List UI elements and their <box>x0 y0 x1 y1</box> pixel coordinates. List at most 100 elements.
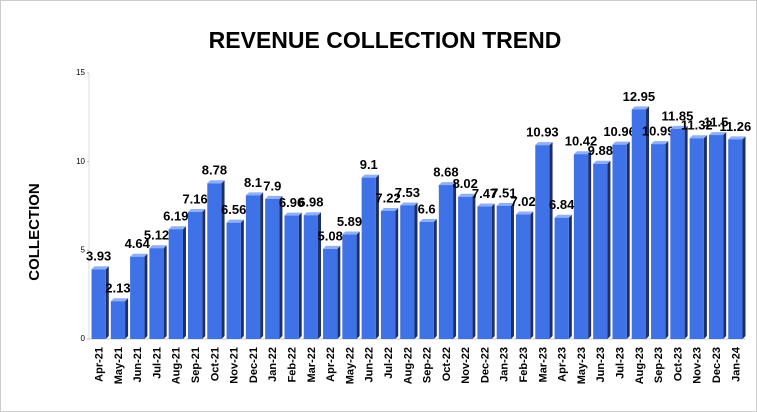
bar-side <box>588 151 592 339</box>
bar <box>361 177 376 339</box>
bar <box>419 221 434 339</box>
bar-side <box>414 202 418 339</box>
x-tick-label: Jun-21 <box>132 347 144 382</box>
value-label: 9.1 <box>360 157 378 172</box>
bar-side <box>453 182 457 339</box>
bar-top <box>342 231 360 235</box>
x-tick-label: Apr-21 <box>94 347 106 382</box>
bar-top <box>323 245 341 249</box>
bar-side <box>144 253 148 339</box>
bar-top <box>419 218 437 222</box>
bar-side <box>646 106 650 339</box>
bar-top <box>149 245 167 249</box>
bar-side <box>433 218 437 339</box>
value-label: 9.88 <box>588 143 613 158</box>
bar-top <box>226 219 244 223</box>
bar-top <box>573 151 592 155</box>
value-label: 10.42 <box>565 134 598 149</box>
x-tick-label: Nov-23 <box>692 347 704 384</box>
y-tick-label: 5 <box>81 245 86 254</box>
bar-side <box>105 266 109 339</box>
x-tick-label: Oct-21 <box>209 347 221 381</box>
bar <box>91 269 106 339</box>
bar-top <box>110 298 129 302</box>
bar-top <box>284 212 302 216</box>
bar-top <box>593 160 611 164</box>
x-tick-label: Oct-22 <box>441 347 453 381</box>
value-label: 10.93 <box>526 125 559 140</box>
value-label: 7.22 <box>375 190 400 205</box>
bar-side <box>665 141 669 339</box>
bar-top <box>651 141 669 145</box>
bar-top <box>187 209 206 213</box>
value-label: 8.68 <box>433 165 458 180</box>
bar <box>110 301 126 339</box>
value-label: 8.78 <box>202 163 227 178</box>
bar <box>612 144 627 339</box>
bar-side <box>472 193 476 339</box>
x-tick-label: Jun-22 <box>364 347 376 382</box>
value-label: 10.99 <box>642 124 675 139</box>
bar <box>207 183 222 339</box>
x-tick-label: Mar-22 <box>306 347 318 382</box>
bar-side <box>182 226 186 339</box>
value-label: 11.85 <box>662 108 694 123</box>
bar-top <box>631 106 650 110</box>
bar-side <box>260 192 264 339</box>
x-tick-label: Jan-22 <box>267 347 279 382</box>
bar-top <box>554 214 572 218</box>
bar <box>554 217 569 339</box>
value-label: 7.53 <box>395 185 420 200</box>
bar-side <box>298 212 302 339</box>
x-tick-label: Sep-22 <box>422 347 434 383</box>
bar-top <box>168 226 186 230</box>
value-label: 8.02 <box>453 176 478 191</box>
value-label: 11.26 <box>719 119 751 134</box>
value-label: 6.6 <box>418 201 436 216</box>
x-tick-label: Sep-21 <box>190 347 202 383</box>
bar <box>670 128 685 339</box>
value-label: 7.51 <box>491 185 516 200</box>
value-label: 5.12 <box>144 228 169 243</box>
x-tick-label: Dec-23 <box>711 347 723 383</box>
bar <box>535 145 550 339</box>
x-tick-label: Dec-22 <box>479 347 491 383</box>
bar-side <box>202 209 206 339</box>
bar <box>515 214 531 339</box>
x-tick-label: Dec-21 <box>248 347 260 383</box>
bar-top <box>265 195 283 199</box>
bar-top <box>728 136 746 140</box>
bar-top <box>689 135 707 139</box>
bar <box>265 198 280 339</box>
value-label: 7.16 <box>182 191 207 206</box>
x-tick-label: Feb-22 <box>286 347 298 382</box>
bar <box>651 144 666 339</box>
value-label: 4.64 <box>125 236 151 251</box>
x-tick-label: May-22 <box>344 347 356 384</box>
x-tick-label: Jan-24 <box>730 346 742 382</box>
x-tick-label: May-21 <box>113 347 125 384</box>
bar <box>226 222 241 339</box>
bar <box>245 195 261 339</box>
bar-side <box>318 212 322 339</box>
bar-side <box>510 202 514 339</box>
bar <box>477 206 492 339</box>
bar-top <box>670 125 688 129</box>
x-tick-label: Nov-22 <box>460 347 472 384</box>
bar-top <box>477 203 495 207</box>
x-tick-label: Jul-23 <box>614 347 626 379</box>
bar <box>438 185 454 339</box>
value-label: 8.1 <box>244 175 262 190</box>
x-tick-label: Jul-22 <box>383 347 395 379</box>
chart-title: REVENUE COLLECTION TREND <box>209 27 562 53</box>
bar-top <box>380 207 399 211</box>
x-tick-label: May-23 <box>576 347 588 384</box>
bar-side <box>221 180 225 339</box>
bar-top <box>496 202 514 206</box>
bar-side <box>279 195 283 339</box>
value-label: 5.89 <box>337 214 362 229</box>
x-tick-label: Apr-22 <box>325 347 337 382</box>
y-tick-label: 10 <box>76 157 85 166</box>
value-label: 6.56 <box>221 202 246 217</box>
